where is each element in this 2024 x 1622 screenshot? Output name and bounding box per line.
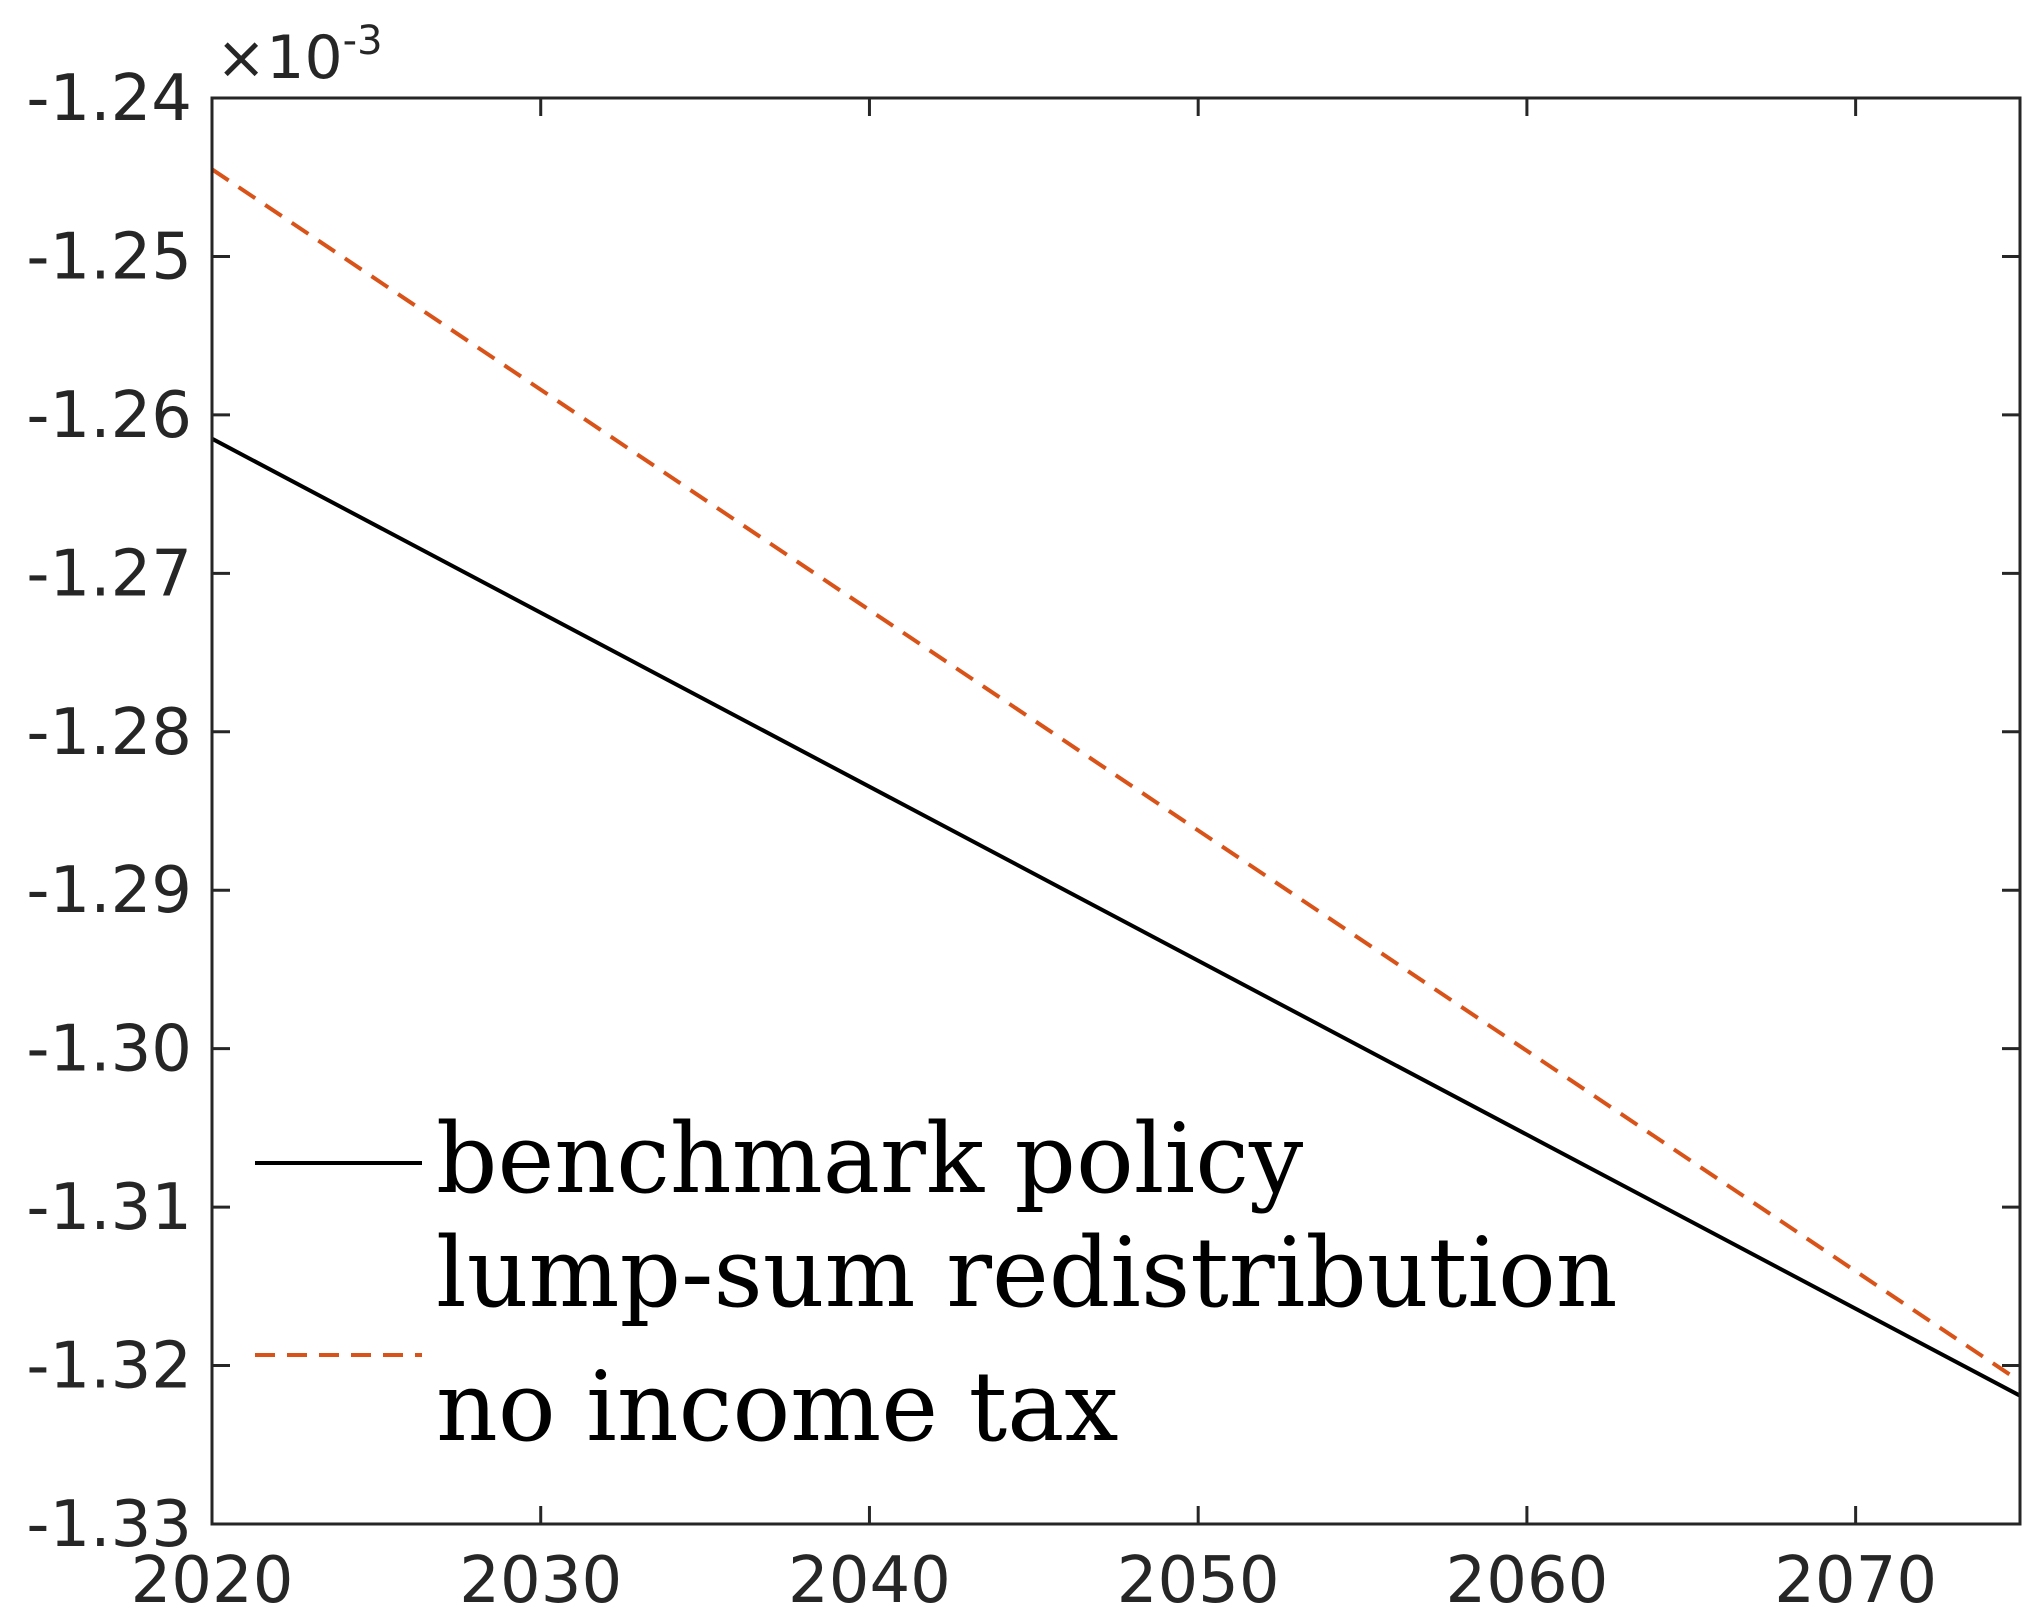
y-tick-label-7: -1.31 — [26, 1171, 192, 1245]
series-line-benchmark-policy — [211, 436, 2021, 1398]
x-tick-label-2030: 2030 — [459, 1544, 622, 1618]
y-tick-label-9: -1.33 — [26, 1488, 192, 1562]
y-tick-label-0: -1.24 — [26, 62, 192, 136]
y-exponent-times: × — [216, 23, 266, 93]
y-tick-label-6: -1.30 — [26, 1013, 192, 1087]
y-exponent-power: -3 — [343, 18, 383, 64]
axes-box — [210, 96, 2022, 1526]
y-tick-labels: -1.24 -1.25 -1.26 -1.27 -1.28 -1.29 -1.30 -1.31… — [26, 62, 192, 1562]
x-tick-label-2040: 2040 — [788, 1544, 951, 1618]
legend-label-benchmark-policy: benchmark policy — [436, 1103, 1303, 1215]
x-tick-label-2060: 2060 — [1445, 1544, 1608, 1618]
series-layer — [210, 167, 2022, 1398]
y-tick-label-8: -1.32 — [26, 1330, 192, 1404]
y-tick-label-3: -1.27 — [26, 537, 192, 611]
y-tick-label-5: -1.29 — [26, 854, 192, 928]
y-tick-label-2: -1.26 — [26, 379, 192, 453]
x-tick-label-2070: 2070 — [1774, 1544, 1937, 1618]
x-tick-labels: 2020 2030 2040 2050 2060 2070 — [131, 1544, 1938, 1618]
legend: benchmark policy lump-sum redistribution… — [255, 1103, 1618, 1463]
series-line-no-income-tax — [210, 167, 2022, 1384]
y-exponent-base: 10 — [266, 23, 342, 93]
y-tick-label-1: -1.25 — [26, 220, 192, 294]
legend-label-lump-sum-redistribution: lump-sum redistribution — [436, 1217, 1618, 1329]
x-tick-label-2020: 2020 — [131, 1544, 294, 1618]
legend-label-no-income-tax: no income tax — [436, 1351, 1119, 1463]
plot-area — [212, 98, 2020, 1524]
y-tick-label-4: -1.28 — [26, 696, 192, 770]
x-tick-label-2050: 2050 — [1117, 1544, 1280, 1618]
y-exponent-label: ×10-3 — [216, 18, 383, 93]
ticks-layer — [210, 96, 2020, 1526]
